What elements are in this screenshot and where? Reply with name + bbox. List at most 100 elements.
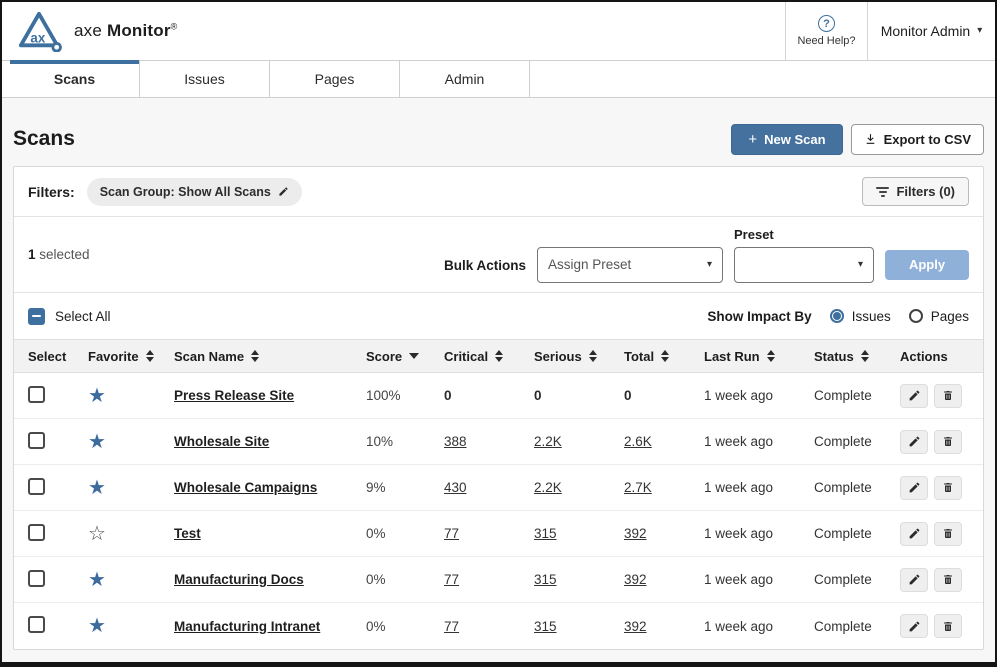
column-header-status[interactable]: Status — [804, 349, 890, 364]
actions-cell — [890, 614, 983, 638]
column-header-critical[interactable]: Critical — [434, 349, 524, 364]
favorite-star-icon[interactable]: ★ — [88, 476, 106, 499]
tab-issues[interactable]: Issues — [140, 61, 270, 97]
table-row: ★ Manufacturing Intranet 0% 77 315 392 1 week … — [14, 603, 983, 649]
tab-pages[interactable]: Pages — [270, 61, 400, 97]
serious-count-link[interactable]: 2.2K — [534, 434, 562, 449]
status-cell: Complete — [804, 619, 890, 634]
total-count-link[interactable]: 392 — [624, 526, 647, 541]
critical-count-link[interactable]: 430 — [444, 480, 467, 495]
chevron-down-icon: ▾ — [977, 25, 983, 36]
column-label: Status — [814, 348, 854, 364]
favorite-star-icon[interactable]: ☆ — [88, 522, 106, 545]
actions-cell — [890, 429, 983, 454]
delete-button[interactable] — [934, 614, 962, 638]
critical-count-link[interactable]: 77 — [444, 572, 460, 587]
status-cell: Complete — [804, 480, 890, 495]
row-checkbox[interactable] — [28, 616, 45, 633]
scan-name-link[interactable]: Wholesale Site — [174, 434, 270, 449]
row-checkbox[interactable] — [28, 431, 45, 449]
table-header: Select Favorite Scan Name Score Critical Seri… — [14, 339, 983, 373]
preset-select[interactable]: ▾ — [734, 246, 874, 283]
row-checkbox[interactable] — [28, 477, 45, 495]
scan-name-link[interactable]: Wholesale Campaigns — [174, 480, 318, 495]
user-menu[interactable]: Monitor Admin ▾ — [867, 2, 995, 60]
filters-button[interactable]: Filters (0) — [862, 177, 969, 206]
delete-button[interactable] — [934, 475, 962, 500]
column-header-actions: Actions — [890, 349, 983, 364]
preset-group: Preset ▾ — [734, 227, 874, 283]
last-run-cell: 1 week ago — [694, 480, 804, 495]
sort-asc-icon — [860, 350, 869, 355]
row-checkbox[interactable] — [28, 569, 45, 587]
delete-button[interactable] — [934, 429, 962, 454]
favorite-star-icon[interactable]: ★ — [88, 568, 106, 591]
apply-button[interactable]: Apply — [885, 249, 969, 280]
scan-name-link[interactable]: Press Release Site — [174, 388, 295, 403]
critical-count-link[interactable]: 77 — [444, 526, 460, 541]
serious-count-link[interactable]: 2.2K — [534, 480, 562, 495]
delete-button[interactable] — [934, 521, 962, 546]
tab-scans[interactable]: Scans — [10, 60, 140, 97]
edit-button[interactable] — [900, 614, 928, 638]
new-scan-button[interactable]: + New Scan — [731, 123, 843, 155]
chevron-down-icon: ▾ — [706, 258, 712, 270]
delete-button[interactable] — [934, 383, 962, 408]
favorite-star-icon[interactable]: ★ — [88, 430, 106, 453]
row-checkbox[interactable] — [28, 523, 45, 541]
impact-option-pages[interactable]: Pages — [908, 309, 969, 324]
export-csv-button[interactable]: Export to CSV — [850, 123, 984, 155]
column-header-last-run[interactable]: Last Run — [694, 349, 804, 364]
row-checkbox[interactable] — [28, 385, 45, 403]
column-header-total[interactable]: Total — [614, 349, 694, 364]
status-value: Complete — [814, 618, 872, 634]
favorite-star-icon[interactable]: ★ — [88, 615, 106, 637]
total-count-link[interactable]: 392 — [624, 572, 647, 587]
critical-count-link[interactable]: 388 — [444, 434, 467, 449]
edit-button[interactable] — [900, 475, 928, 500]
tab-bar: Scans Issues Pages Admin — [2, 60, 995, 98]
scan-group-chip[interactable]: Scan Group: Show All Scans — [86, 177, 302, 206]
need-help-button[interactable]: ? Need Help? — [785, 2, 867, 60]
score-value: 0% — [366, 618, 386, 634]
impact-options: Issues Pages — [829, 309, 969, 324]
edit-button[interactable] — [900, 383, 928, 408]
column-label: Last Run — [704, 348, 760, 364]
column-header-scan-name[interactable]: Scan Name — [164, 349, 356, 364]
svg-text:ax: ax — [30, 30, 45, 45]
column-header-score[interactable]: Score — [356, 349, 434, 364]
tab-admin[interactable]: Admin — [400, 61, 530, 97]
scans-panel: Filters: Scan Group: Show All Scans Filt… — [13, 166, 984, 650]
column-header-favorite[interactable]: Favorite — [70, 349, 164, 364]
select-all-checkbox[interactable]: Select All — [28, 307, 111, 325]
bulk-action-select[interactable]: Assign Preset ▾ — [537, 246, 723, 283]
serious-count-link[interactable]: 315 — [534, 618, 557, 634]
scan-name-link[interactable]: Manufacturing Docs — [174, 572, 304, 587]
edit-button[interactable] — [900, 429, 928, 454]
scan-name-link[interactable]: Manufacturing Intranet — [174, 618, 321, 634]
sort-icon — [588, 350, 597, 362]
score-value: 0% — [366, 572, 386, 587]
impact-option-issues[interactable]: Issues — [829, 309, 891, 324]
serious-count-link[interactable]: 315 — [534, 526, 557, 541]
scan-name-link[interactable]: Test — [174, 526, 201, 541]
sort-desc-icon — [766, 357, 775, 362]
critical-count-link[interactable]: 77 — [444, 618, 460, 634]
edit-button[interactable] — [900, 521, 928, 546]
serious-count-link[interactable]: 315 — [534, 572, 557, 587]
favorite-star-icon[interactable]: ★ — [88, 384, 106, 407]
column-header-serious[interactable]: Serious — [524, 349, 614, 364]
sort-asc-icon — [766, 350, 775, 355]
total-count-link[interactable]: 2.6K — [624, 434, 652, 449]
column-label: Critical — [444, 348, 489, 364]
table-row: ★ Wholesale Campaigns 9% 430 2.2K 2.7K 1 week … — [14, 465, 983, 511]
total-count-link[interactable]: 392 — [624, 618, 647, 634]
edit-button[interactable] — [900, 567, 928, 592]
sort-icon — [860, 350, 869, 362]
sort-asc-icon — [251, 350, 260, 355]
sort-desc-icon — [409, 353, 420, 359]
trash-icon — [944, 529, 952, 538]
delete-button[interactable] — [934, 567, 962, 592]
radio-dot — [832, 312, 841, 320]
total-count-link[interactable]: 2.7K — [624, 480, 652, 495]
